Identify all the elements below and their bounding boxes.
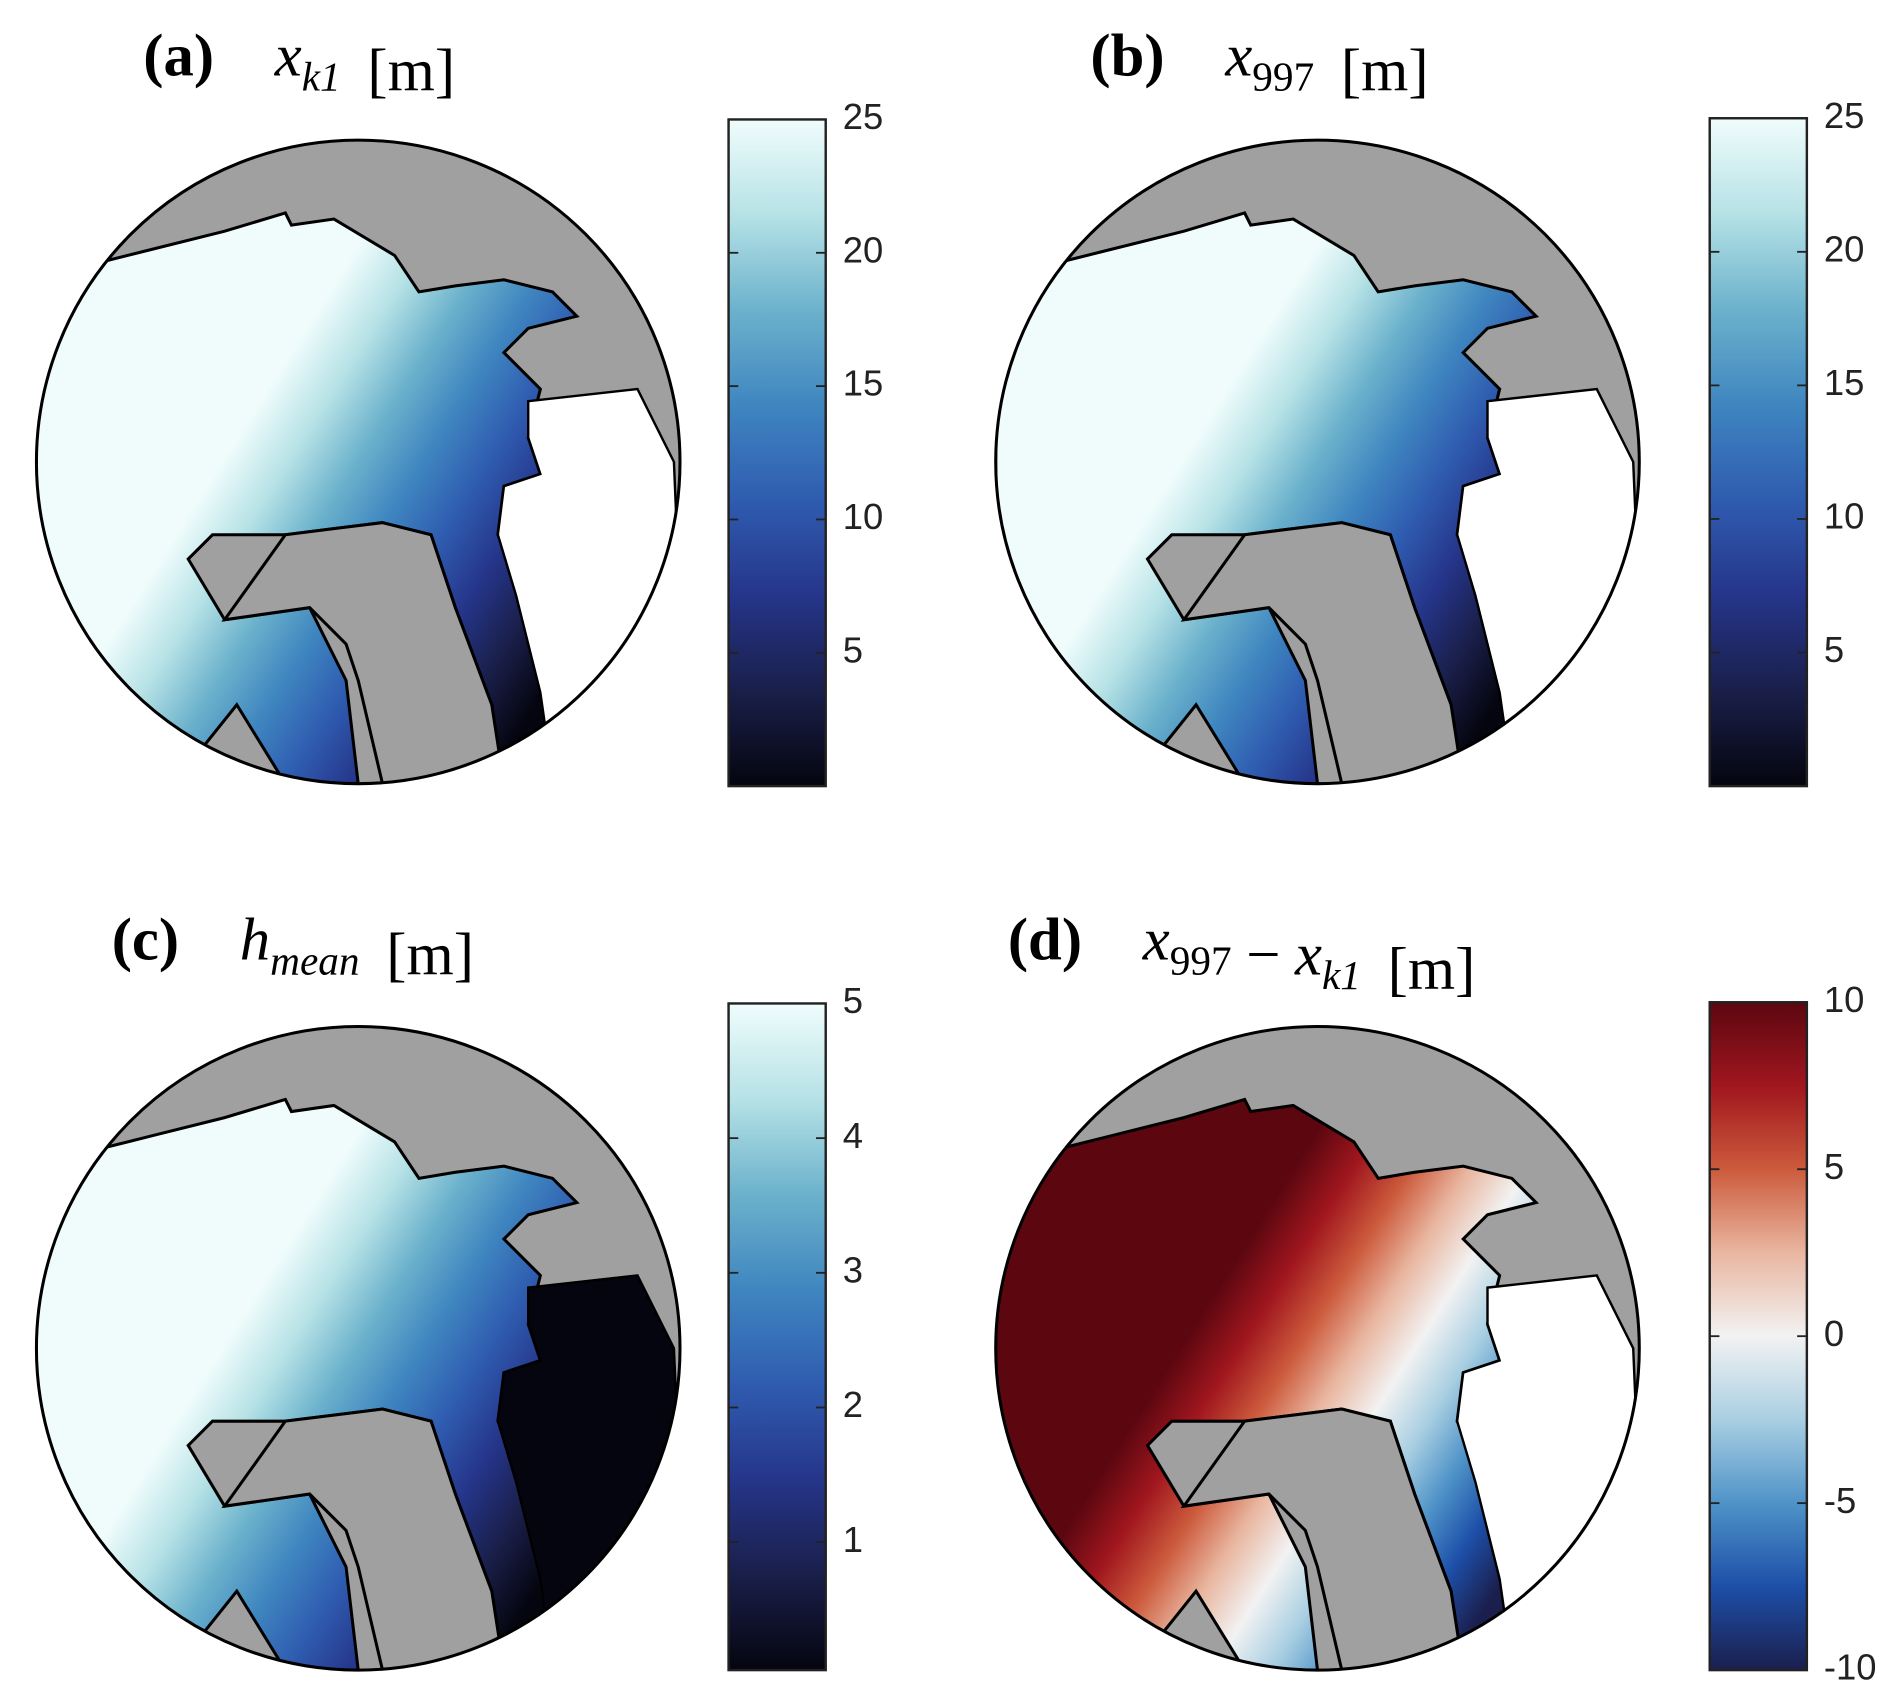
title-symbol: x: [274, 23, 302, 90]
map: [34, 138, 682, 786]
panel-label: (b): [1090, 23, 1164, 90]
panel: (b) x997 [m] 5 10 15 20 25: [994, 23, 1864, 788]
sea-ice: [995, 211, 1540, 784]
title-unit: [m]: [1388, 936, 1476, 1003]
colorbar-tick-label: 25: [843, 96, 884, 137]
title-symbol: x: [1224, 23, 1252, 90]
title-subscript: mean: [270, 937, 359, 983]
panel-title: (b) x997 [m]: [1090, 23, 1428, 105]
colorbar: [727, 118, 827, 788]
colorbar-tick-label: 10: [1824, 496, 1864, 537]
colorbar-tick-label: 4: [843, 1115, 863, 1156]
title-subscript: k1: [302, 53, 341, 99]
colorbar: [1708, 1001, 1809, 1672]
colorbar-tick-label: 20: [1824, 228, 1864, 269]
sea-ice: [995, 1097, 1540, 1671]
colorbar-tick-label: 5: [1824, 629, 1844, 670]
panel: (c) hmean [m] 1 2 3 4 5: [34, 907, 863, 1672]
sea-ice: [36, 1097, 580, 1671]
colorbar-tick-label: 20: [843, 229, 884, 270]
panel-title: (c) hmean [m]: [112, 907, 474, 989]
map-border: [994, 1025, 1641, 1672]
colorbar-tick-label: 10: [843, 496, 884, 537]
title-symbol: h: [240, 907, 270, 974]
map-area: [995, 140, 1640, 784]
title-subscript: 997: [1170, 937, 1232, 983]
title-subscript: k1: [1322, 952, 1361, 998]
title-unit: [m]: [1341, 37, 1429, 104]
panel-title: (d) x997− xk1 [m]: [1008, 907, 1475, 1003]
landmass: [1180, 521, 1465, 784]
title-subscript: 997: [1252, 53, 1314, 99]
map: [994, 1025, 1641, 1672]
colorbar: [1708, 117, 1809, 788]
map-area: [36, 1026, 680, 1671]
colorbar-tick-label: 5: [843, 629, 863, 670]
map: [34, 1025, 682, 1672]
colorbar-tick-label: 2: [843, 1384, 863, 1425]
colorbar-tick-label: 5: [843, 980, 863, 1021]
title-symbol: x: [1142, 907, 1170, 974]
title-symbol: −: [1246, 921, 1280, 988]
map-area: [36, 140, 680, 784]
map-border: [34, 138, 682, 786]
map-border: [34, 1025, 682, 1672]
panel-label: (c): [112, 907, 179, 974]
panel-title: (a) xk1 [m]: [143, 23, 455, 105]
colorbar-tick-label: 10: [1824, 979, 1864, 1020]
landmass: [1180, 1407, 1465, 1671]
sea-ice: [36, 211, 580, 784]
colorbar: [727, 1002, 827, 1672]
panel-label: (a): [143, 23, 214, 90]
title-unit: [m]: [367, 37, 455, 104]
colorbar-tick-label: 5: [1824, 1146, 1844, 1187]
panel-label: (d): [1008, 907, 1082, 974]
colorbar-tick-label: -5: [1824, 1480, 1856, 1521]
map-area: [995, 1026, 1640, 1671]
colorbar-tick-label: 15: [843, 363, 884, 404]
map-border: [994, 138, 1641, 786]
title-unit: [m]: [386, 921, 474, 988]
colorbar-tick-label: 0: [1824, 1313, 1844, 1354]
map: [994, 138, 1641, 786]
colorbar-tick-label: 25: [1824, 95, 1864, 136]
colorbar-tick-label: 15: [1824, 362, 1864, 403]
colorbar-tick-label: 3: [843, 1249, 863, 1290]
panel: (a) xk1 [m] 5 10 15 20 25: [34, 23, 884, 788]
colorbar-tick-label: 1: [843, 1519, 863, 1560]
colorbar-tick-label: -10: [1824, 1647, 1877, 1688]
landmass: [221, 521, 506, 784]
title-symbol: x: [1294, 921, 1322, 988]
landmass: [221, 1407, 506, 1671]
